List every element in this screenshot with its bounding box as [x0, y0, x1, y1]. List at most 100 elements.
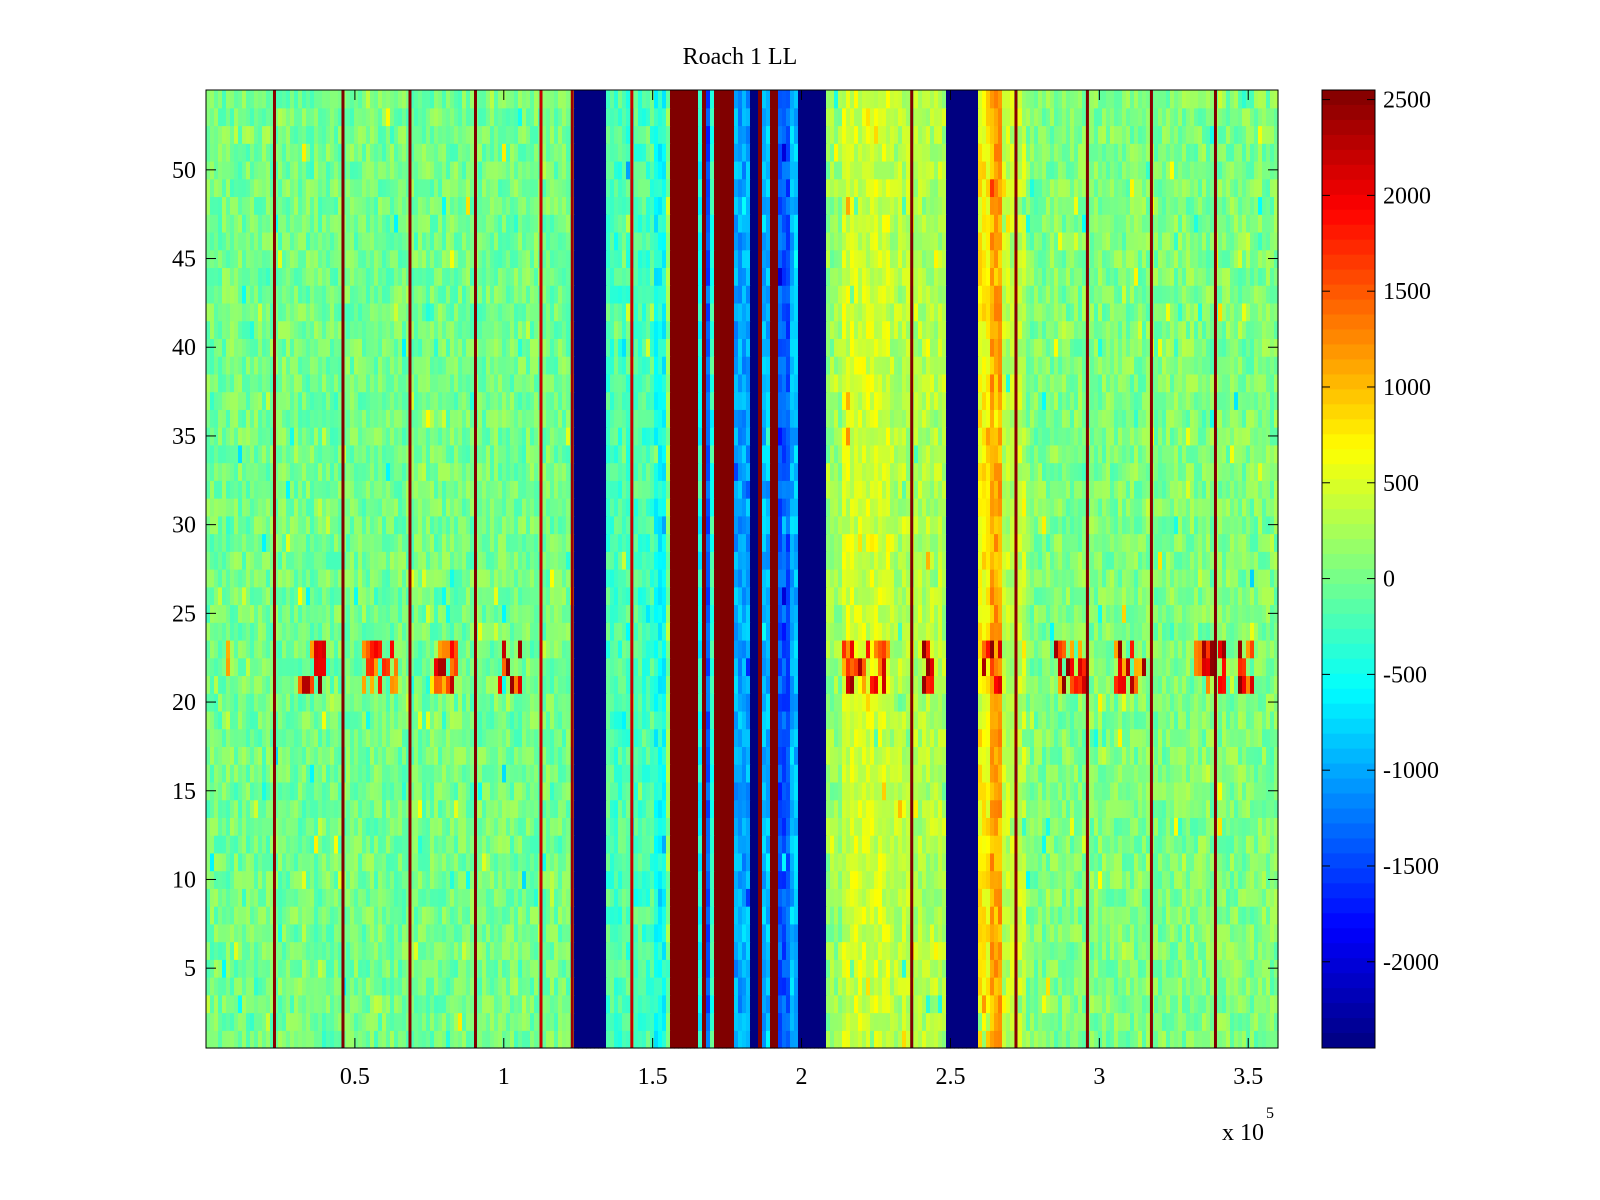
heatmap-cell: [786, 941, 791, 960]
heatmap-cell: [450, 941, 455, 960]
heatmap-cell: [518, 710, 523, 730]
heatmap-cell: [286, 941, 291, 960]
heatmap-cell: [466, 817, 471, 836]
heatmap-cell: [526, 941, 531, 960]
heatmap-cell: [634, 835, 639, 854]
heatmap-cell: [886, 728, 891, 748]
heatmap-cell: [882, 746, 887, 765]
heatmap-cell: [374, 817, 379, 836]
heatmap-cell: [402, 959, 407, 978]
heatmap-cell: [1070, 746, 1075, 765]
heatmap-cell: [514, 781, 519, 801]
heatmap-cell: [958, 781, 963, 801]
heatmap-cell: [318, 835, 323, 854]
heatmap-cell: [1082, 835, 1087, 854]
heatmap-cell: [1226, 941, 1231, 960]
heatmap-cell: [302, 941, 307, 960]
heatmap-cell: [806, 746, 811, 765]
heatmap-cell: [770, 710, 775, 730]
heatmap-cell: [1162, 941, 1167, 960]
heatmap-cell: [1030, 923, 1035, 943]
heatmap-cell: [518, 728, 523, 748]
heatmap-cell: [614, 888, 619, 907]
heatmap-cell: [502, 994, 507, 1014]
heatmap-cell: [838, 1030, 843, 1049]
heatmap-cell: [902, 781, 907, 801]
heatmap-cell: [282, 906, 287, 925]
heatmap-cell: [690, 994, 695, 1014]
heatmap-cell: [450, 870, 455, 889]
heatmap-cell: [302, 870, 307, 889]
heatmap-cell: [266, 870, 271, 889]
heatmap-cell: [846, 906, 851, 925]
heatmap-cell: [422, 835, 427, 854]
heatmap-cell: [902, 852, 907, 872]
heatmap-cell: [286, 959, 291, 978]
heatmap-cell: [930, 870, 935, 889]
heatmap-cell: [1090, 994, 1095, 1014]
heatmap-cell: [418, 994, 423, 1014]
heatmap-cell: [946, 746, 951, 765]
heatmap-cell: [362, 1030, 367, 1049]
heatmap-cell: [686, 799, 691, 818]
heatmap-cell: [698, 817, 703, 836]
heatmap-cell: [958, 959, 963, 978]
heatmap-cell: [806, 923, 811, 943]
heatmap-cell: [866, 977, 871, 996]
heatmap-cell: [758, 923, 763, 943]
heatmap-cell: [938, 852, 943, 872]
heatmap-cell: [918, 764, 923, 783]
heatmap-cell: [1038, 764, 1043, 783]
heatmap-cell: [738, 710, 743, 730]
heatmap-cell: [398, 799, 403, 818]
heatmap-cell: [1082, 746, 1087, 765]
heatmap-cell: [1118, 799, 1123, 818]
heatmap-cell: [1046, 977, 1051, 996]
heatmap-cell: [622, 728, 627, 748]
heatmap-cell: [618, 941, 623, 960]
heatmap-cell: [294, 817, 299, 836]
heatmap-cell: [698, 781, 703, 801]
heatmap-cell: [650, 835, 655, 854]
heatmap-cell: [1222, 764, 1227, 783]
heatmap-cell: [438, 888, 443, 907]
heatmap-cell: [582, 870, 587, 889]
heatmap-cell: [722, 781, 727, 801]
heatmap-cell: [322, 923, 327, 943]
heatmap-cell: [926, 781, 931, 801]
heatmap-cell: [1110, 852, 1115, 872]
heatmap-cell: [418, 870, 423, 889]
heatmap-cell: [566, 870, 571, 889]
heatmap-cell: [974, 888, 979, 907]
heatmap-cell: [962, 923, 967, 943]
heatmap-cell: [1222, 941, 1227, 960]
heatmap-cell: [290, 994, 295, 1014]
heatmap-cell: [818, 746, 823, 765]
heatmap-cell: [950, 746, 955, 765]
heatmap-cell: [1078, 888, 1083, 907]
heatmap-cell: [966, 817, 971, 836]
heatmap-cell: [882, 781, 887, 801]
heatmap-cell: [970, 1012, 975, 1031]
heatmap-cell: [926, 817, 931, 836]
heatmap-cell: [1078, 817, 1083, 836]
heatmap-cell: [662, 817, 667, 836]
heatmap-cell: [1234, 977, 1239, 996]
heatmap-cell: [806, 1030, 811, 1049]
heatmap-cell: [558, 835, 563, 854]
heatmap-cell: [514, 746, 519, 765]
heatmap-cell: [618, 746, 623, 765]
heatmap-cell: [222, 959, 227, 978]
heatmap-cell: [574, 852, 579, 872]
heatmap-cell: [666, 746, 671, 765]
heatmap-cell: [1110, 746, 1115, 765]
heatmap-cell: [610, 888, 615, 907]
heatmap-cell: [614, 746, 619, 765]
heatmap-cell: [374, 1030, 379, 1049]
heatmap-cell: [282, 959, 287, 978]
heatmap-cell: [778, 817, 783, 836]
heatmap-cell: [1002, 852, 1007, 872]
heatmap-cell: [462, 977, 467, 996]
heatmap-cell: [870, 888, 875, 907]
heatmap-cell: [598, 906, 603, 925]
